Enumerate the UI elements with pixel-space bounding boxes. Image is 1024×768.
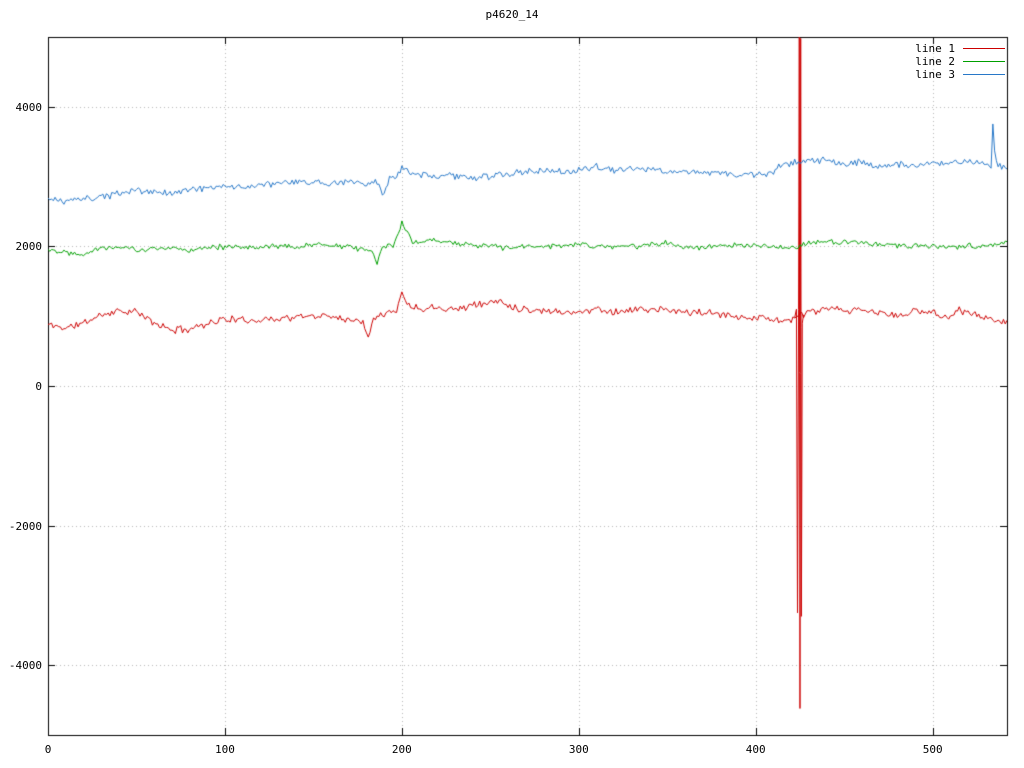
x-tick-label: 200 — [391, 743, 412, 756]
y-tick-label: 2000 — [15, 240, 43, 254]
y-tick-label: 0 — [35, 380, 42, 393]
legend: line 1 line 2 line 3 — [897, 42, 1005, 81]
legend-label: line 1 — [915, 42, 955, 55]
legend-row: line 2 — [897, 55, 1005, 68]
legend-line-swatch — [963, 74, 1005, 75]
x-tick-label: 500 — [922, 743, 943, 756]
legend-row: line 3 — [897, 68, 1005, 81]
y-tick-label: -2000 — [8, 519, 42, 533]
x-tick-label: 400 — [745, 743, 766, 756]
y-tick-label: -4000 — [8, 659, 42, 673]
x-tick-label: 300 — [568, 743, 589, 756]
y-tick-label: 4000 — [15, 100, 43, 114]
x-tick-label: 100 — [214, 743, 235, 756]
legend-row: line 1 — [897, 42, 1005, 55]
x-tick-label: 0 — [44, 743, 52, 756]
chart-title: p4620_14 — [485, 8, 539, 21]
legend-line-swatch — [963, 48, 1005, 49]
legend-label: line 3 — [915, 68, 955, 81]
legend-line-swatch — [963, 61, 1005, 62]
legend-label: line 2 — [915, 55, 955, 68]
